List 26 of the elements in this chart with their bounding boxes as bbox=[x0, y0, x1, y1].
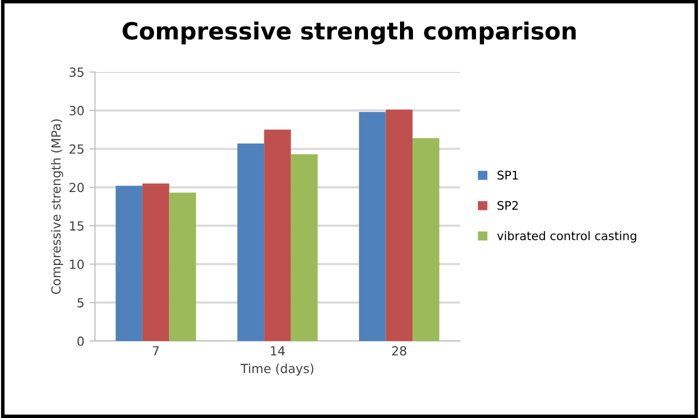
legend-label: vibrated control casting bbox=[497, 231, 636, 243]
y-tick-label: 25 bbox=[70, 144, 84, 154]
bar bbox=[359, 112, 386, 341]
x-tick-label: 7 bbox=[152, 346, 159, 356]
bar bbox=[169, 192, 196, 341]
bar bbox=[290, 154, 318, 341]
y-tick-label: 20 bbox=[70, 182, 84, 192]
y-tick-label: 5 bbox=[78, 298, 84, 308]
bar bbox=[412, 138, 440, 341]
bar bbox=[142, 183, 170, 341]
x-tick-label: 28 bbox=[392, 346, 406, 356]
x-tick-label: 14 bbox=[270, 346, 285, 356]
y-tick-label: 30 bbox=[70, 106, 84, 116]
y-tick-label: 10 bbox=[70, 260, 84, 270]
x-axis-title: Time (days) bbox=[240, 364, 314, 376]
y-tick-label: 0 bbox=[77, 336, 84, 346]
chart-title: Compressive strength comparison bbox=[122, 21, 576, 45]
legend-label: SP1 bbox=[498, 170, 518, 180]
bar bbox=[386, 110, 413, 341]
y-tick-label: 15 bbox=[70, 221, 84, 231]
y-axis-title: Compressive strength (MPa) bbox=[51, 119, 64, 294]
legend-label: SP2 bbox=[498, 200, 518, 210]
bar bbox=[264, 130, 291, 341]
bar bbox=[237, 143, 264, 341]
y-tick-label: 35 bbox=[70, 67, 84, 77]
bar bbox=[116, 186, 142, 341]
